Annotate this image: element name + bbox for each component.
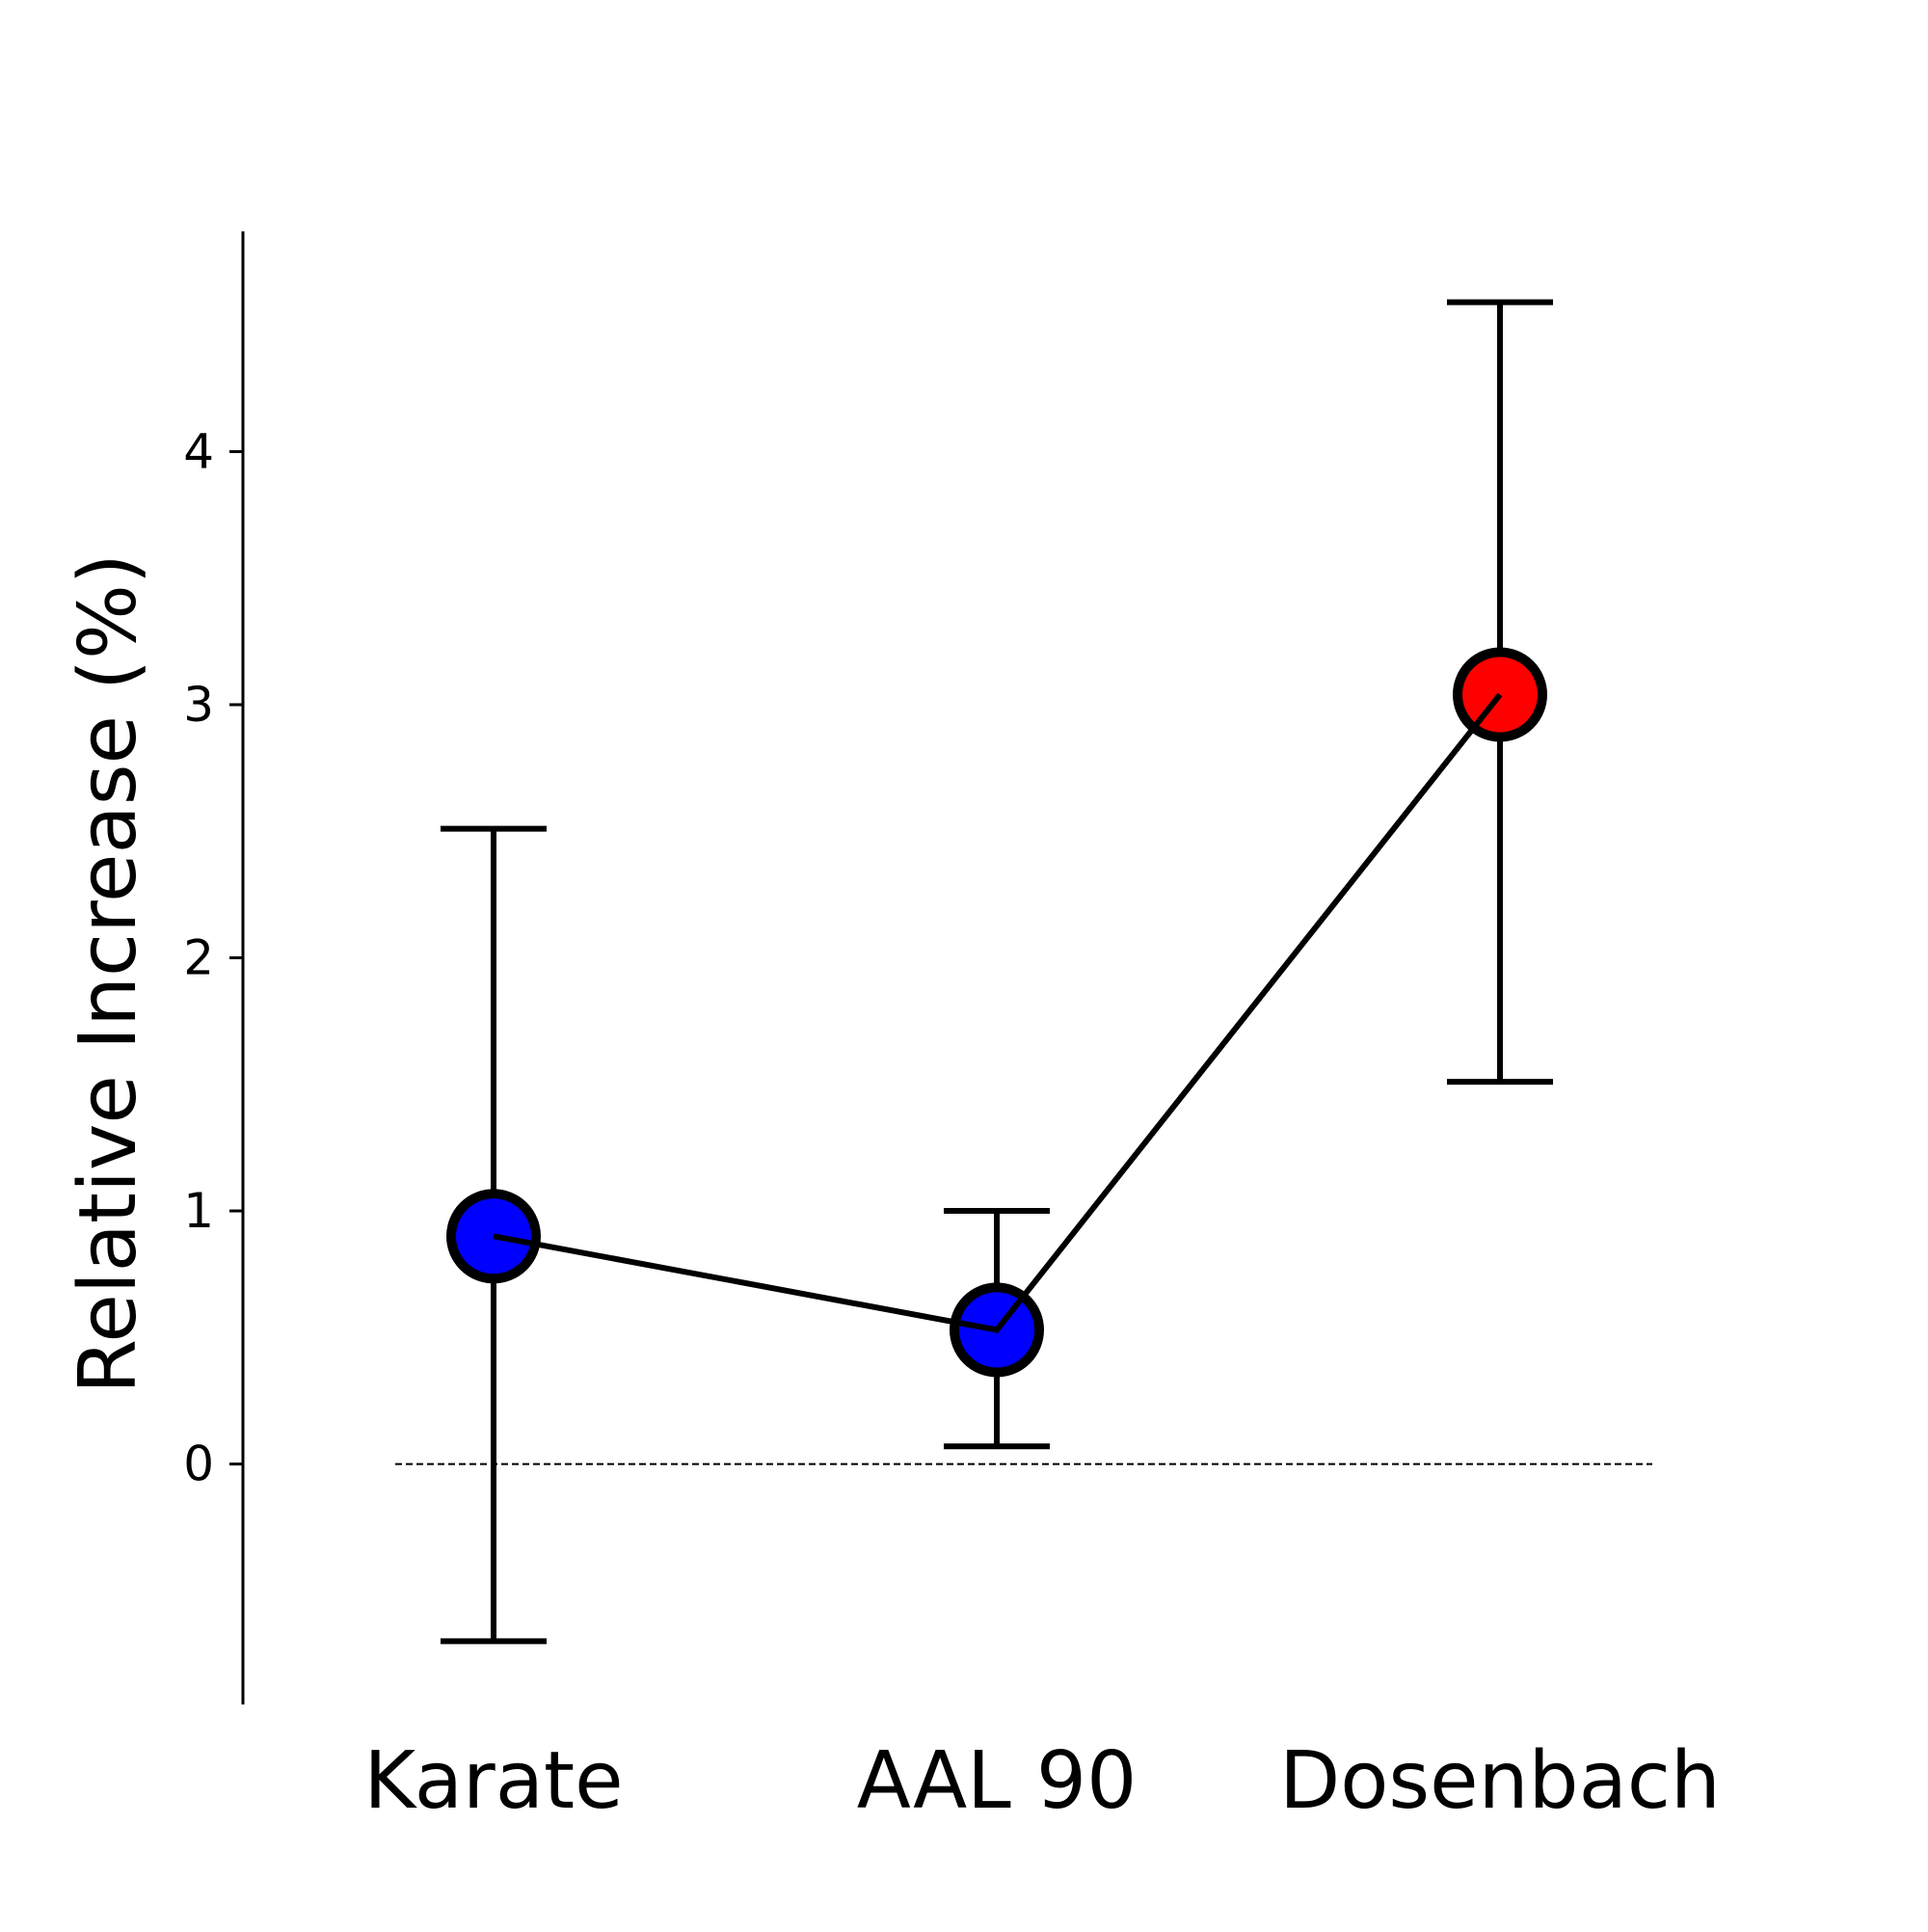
x-category-label: AAL 90 [857, 1735, 1138, 1827]
y-tick-label: 4 [183, 423, 214, 479]
x-category-label: Dosenbach [1279, 1735, 1721, 1827]
series-line [493, 692, 1503, 1333]
x-category-label: Karate [363, 1735, 623, 1827]
y-axis-label: Relative Increase (%) [63, 553, 154, 1394]
y-tick-label: 0 [183, 1436, 214, 1492]
y-tick-label: 3 [183, 677, 214, 733]
y-tick-label: 2 [183, 929, 214, 985]
y-tick-label: 1 [183, 1183, 214, 1239]
